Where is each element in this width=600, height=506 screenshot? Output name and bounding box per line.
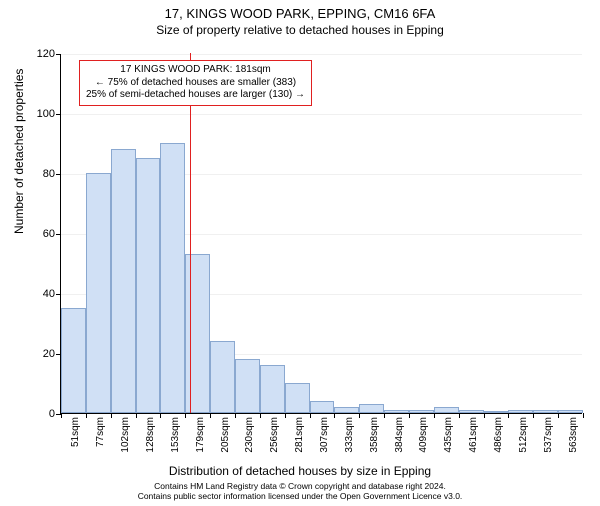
histogram-bar (86, 173, 111, 413)
x-tick-mark (334, 413, 335, 418)
annotation-line: 17 KINGS WOOD PARK: 181sqm (86, 64, 305, 77)
x-tick-mark (86, 413, 87, 418)
histogram-bar (384, 410, 409, 413)
x-tick-label: 102sqm (120, 417, 131, 453)
x-tick-label: 256sqm (269, 417, 280, 453)
histogram-bar (111, 149, 136, 413)
histogram-bar (185, 254, 210, 413)
x-tick-mark (235, 413, 236, 418)
gridline (61, 114, 582, 115)
histogram-bar (285, 383, 310, 413)
x-tick-label: 512sqm (518, 417, 529, 453)
x-tick-mark (459, 413, 460, 418)
x-tick-label: 358sqm (369, 417, 380, 453)
histogram-bar (334, 407, 359, 413)
page-title: 17, KINGS WOOD PARK, EPPING, CM16 6FA (0, 6, 600, 21)
x-tick-label: 281sqm (294, 417, 305, 453)
x-tick-label: 563sqm (568, 417, 579, 453)
x-tick-label: 128sqm (145, 417, 156, 453)
y-tick-mark (56, 54, 61, 55)
x-tick-mark (160, 413, 161, 418)
x-tick-label: 486sqm (493, 417, 504, 453)
x-tick-mark (558, 413, 559, 418)
histogram-bar (434, 407, 459, 413)
histogram-bar (136, 158, 161, 413)
histogram-bar (260, 365, 285, 413)
histogram-bar (310, 401, 335, 413)
x-tick-mark (111, 413, 112, 418)
x-tick-mark (508, 413, 509, 418)
annotation-line: 25% of semi-detached houses are larger (… (86, 89, 305, 102)
x-tick-label: 307sqm (319, 417, 330, 453)
y-tick-mark (56, 174, 61, 175)
histogram-bar (61, 308, 86, 413)
x-tick-mark (583, 413, 584, 418)
x-tick-mark (260, 413, 261, 418)
x-tick-mark (484, 413, 485, 418)
histogram-bar (459, 410, 484, 413)
x-tick-label: 409sqm (418, 417, 429, 453)
x-tick-label: 435sqm (443, 417, 454, 453)
x-tick-label: 537sqm (543, 417, 554, 453)
histogram-bar (508, 410, 533, 413)
x-tick-mark (359, 413, 360, 418)
x-tick-label: 333sqm (344, 417, 355, 453)
histogram-bar (409, 410, 434, 413)
x-tick-mark (384, 413, 385, 418)
footnote: Contains HM Land Registry data © Crown c… (0, 481, 600, 502)
x-tick-label: 384sqm (394, 417, 405, 453)
x-tick-label: 77sqm (95, 417, 106, 447)
x-tick-mark (409, 413, 410, 418)
x-tick-label: 153sqm (170, 417, 181, 453)
x-tick-label: 461sqm (468, 417, 479, 453)
histogram-bar (558, 410, 583, 413)
y-tick-mark (56, 294, 61, 295)
y-axis-label: Number of detached properties (12, 69, 26, 234)
x-tick-mark (434, 413, 435, 418)
x-tick-mark (533, 413, 534, 418)
x-tick-label: 179sqm (195, 417, 206, 453)
y-tick-mark (56, 114, 61, 115)
histogram-bar (359, 404, 384, 413)
footnote-line-1: Contains HM Land Registry data © Crown c… (0, 481, 600, 492)
annotation-box: 17 KINGS WOOD PARK: 181sqm← 75% of detac… (79, 60, 312, 106)
x-tick-mark (61, 413, 62, 418)
histogram-bar (235, 359, 260, 413)
histogram-bar (160, 143, 185, 413)
x-tick-mark (136, 413, 137, 418)
x-tick-label: 205sqm (220, 417, 231, 453)
annotation-line: ← 75% of detached houses are smaller (38… (86, 77, 305, 90)
page-subtitle: Size of property relative to detached ho… (0, 23, 600, 37)
histogram-bar (533, 410, 558, 413)
x-tick-label: 51sqm (70, 417, 81, 447)
plot-area: 02040608010012051sqm77sqm102sqm128sqm153… (60, 54, 582, 414)
histogram-bar (210, 341, 235, 413)
x-tick-label: 230sqm (244, 417, 255, 453)
x-tick-mark (185, 413, 186, 418)
x-tick-mark (285, 413, 286, 418)
x-tick-mark (210, 413, 211, 418)
gridline (61, 54, 582, 55)
x-axis-label: Distribution of detached houses by size … (0, 464, 600, 478)
reference-marker-line (190, 53, 191, 413)
footnote-line-2: Contains public sector information licen… (0, 491, 600, 502)
chart-area: 02040608010012051sqm77sqm102sqm128sqm153… (60, 54, 582, 414)
x-tick-mark (310, 413, 311, 418)
y-tick-mark (56, 234, 61, 235)
histogram-bar (484, 411, 509, 413)
